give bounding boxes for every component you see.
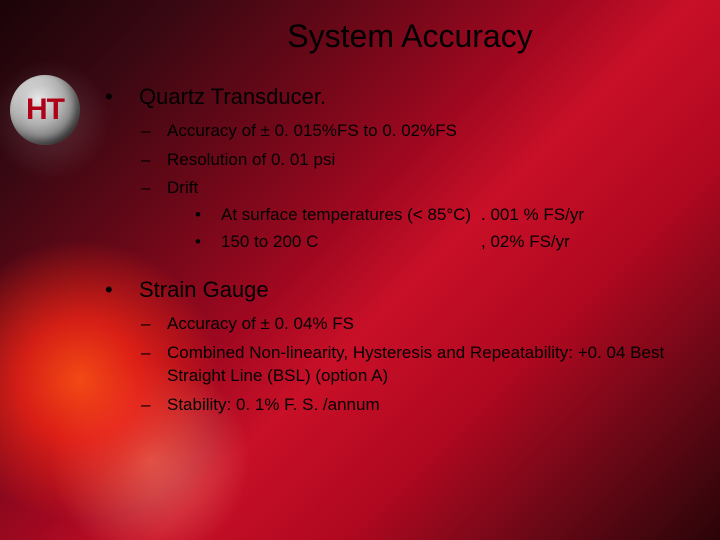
slide-content: • Quartz Transducer. – Accuracy of ± 0. … [40, 83, 680, 417]
dash-icon: – [141, 394, 153, 417]
drift-label: At surface temperatures (< 85°C) [221, 204, 481, 227]
dash-icon: – [141, 342, 153, 365]
drift-label: 150 to 200 C [221, 231, 481, 254]
section-heading: Strain Gauge [139, 276, 269, 305]
list-item: – Stability: 0. 1% F. S. /annum [141, 394, 680, 417]
drift-line: At surface temperatures (< 85°C) . 001 %… [221, 204, 584, 227]
section-row: • Strain Gauge [105, 276, 680, 305]
drift-value: . 001 % FS/yr [481, 204, 584, 227]
section-heading: Quartz Transducer. [139, 83, 326, 112]
bullet-icon: • [105, 83, 117, 112]
sub-list: – Accuracy of ± 0. 04% FS – Combined Non… [105, 313, 680, 417]
list-item: • At surface temperatures (< 85°C) . 001… [195, 204, 680, 227]
list-item: – Combined Non-linearity, Hysteresis and… [141, 342, 680, 388]
item-text: Stability: 0. 1% F. S. /annum [167, 394, 380, 417]
item-text: Combined Non-linearity, Hysteresis and R… [167, 342, 680, 388]
list-item: – Drift • At surface temperatures (< 85°… [141, 177, 680, 258]
bullet-icon: • [105, 276, 117, 305]
dash-icon: – [141, 313, 153, 336]
dash-icon: – [141, 177, 153, 200]
item-text: Accuracy of ± 0. 015%FS to 0. 02%FS [167, 120, 457, 143]
dash-icon: – [141, 149, 153, 172]
bullet-icon: • [195, 231, 205, 254]
list-item: – Accuracy of ± 0. 015%FS to 0. 02%FS [141, 120, 680, 143]
sub-list: – Accuracy of ± 0. 015%FS to 0. 02%FS – … [105, 120, 680, 259]
sub-sub-list: • At surface temperatures (< 85°C) . 001… [167, 204, 680, 254]
section-row: • Quartz Transducer. [105, 83, 680, 112]
slide-title: System Accuracy [40, 18, 680, 55]
dash-icon: – [141, 120, 153, 143]
item-text: Drift [167, 178, 198, 197]
drift-block: Drift • At surface temperatures (< 85°C)… [167, 177, 680, 258]
slide: System Accuracy • Quartz Transducer. – A… [0, 0, 720, 540]
list-item: • 150 to 200 C , 02% FS/yr [195, 231, 680, 254]
drift-line: 150 to 200 C , 02% FS/yr [221, 231, 570, 254]
list-item: – Accuracy of ± 0. 04% FS [141, 313, 680, 336]
item-text: Accuracy of ± 0. 04% FS [167, 313, 354, 336]
list-item: – Resolution of 0. 01 psi [141, 149, 680, 172]
drift-value: , 02% FS/yr [481, 231, 570, 254]
bullet-icon: • [195, 204, 205, 227]
item-text: Resolution of 0. 01 psi [167, 149, 335, 172]
